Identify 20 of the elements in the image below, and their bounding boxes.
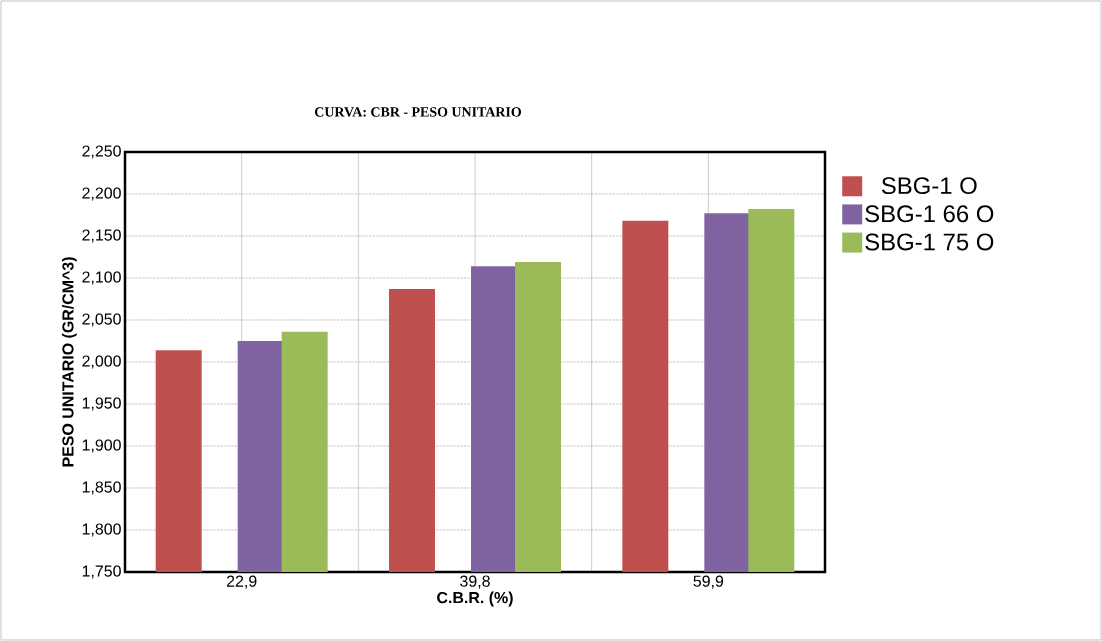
legend-label: SBG-1 75 O [865, 233, 994, 251]
y-tick-label: 1,850 [82, 481, 121, 495]
y-tick-label: 1,950 [82, 397, 121, 411]
y-tick-label: 1,750 [82, 565, 121, 579]
x-tick-label: 39,8 [460, 575, 490, 589]
legend-label: SBG-1 O [881, 177, 977, 195]
y-tick-label: 2,100 [82, 271, 121, 285]
chart-title: CURVA: CBR - PESO UNITARIO [314, 107, 522, 117]
y-tick-label: 1,900 [82, 439, 121, 453]
y-tick-label: 2,150 [82, 229, 121, 243]
x-tick-label: 59,9 [693, 575, 724, 589]
y-tick-label: 2,200 [82, 187, 121, 201]
y-tick-label: 2,050 [82, 313, 121, 327]
y-tick-label: 1,800 [82, 523, 121, 537]
legend-label: SBG-1 66 O [865, 205, 994, 223]
x-axis-title: C.B.R. (%) [437, 591, 513, 607]
y-axis-title: PESO UNITARIO (GR/CM^3) [61, 257, 77, 467]
y-tick-label: 2,000 [82, 355, 121, 369]
y-tick-label: 2,250 [82, 145, 121, 159]
x-tick-label: 22,9 [226, 575, 257, 589]
